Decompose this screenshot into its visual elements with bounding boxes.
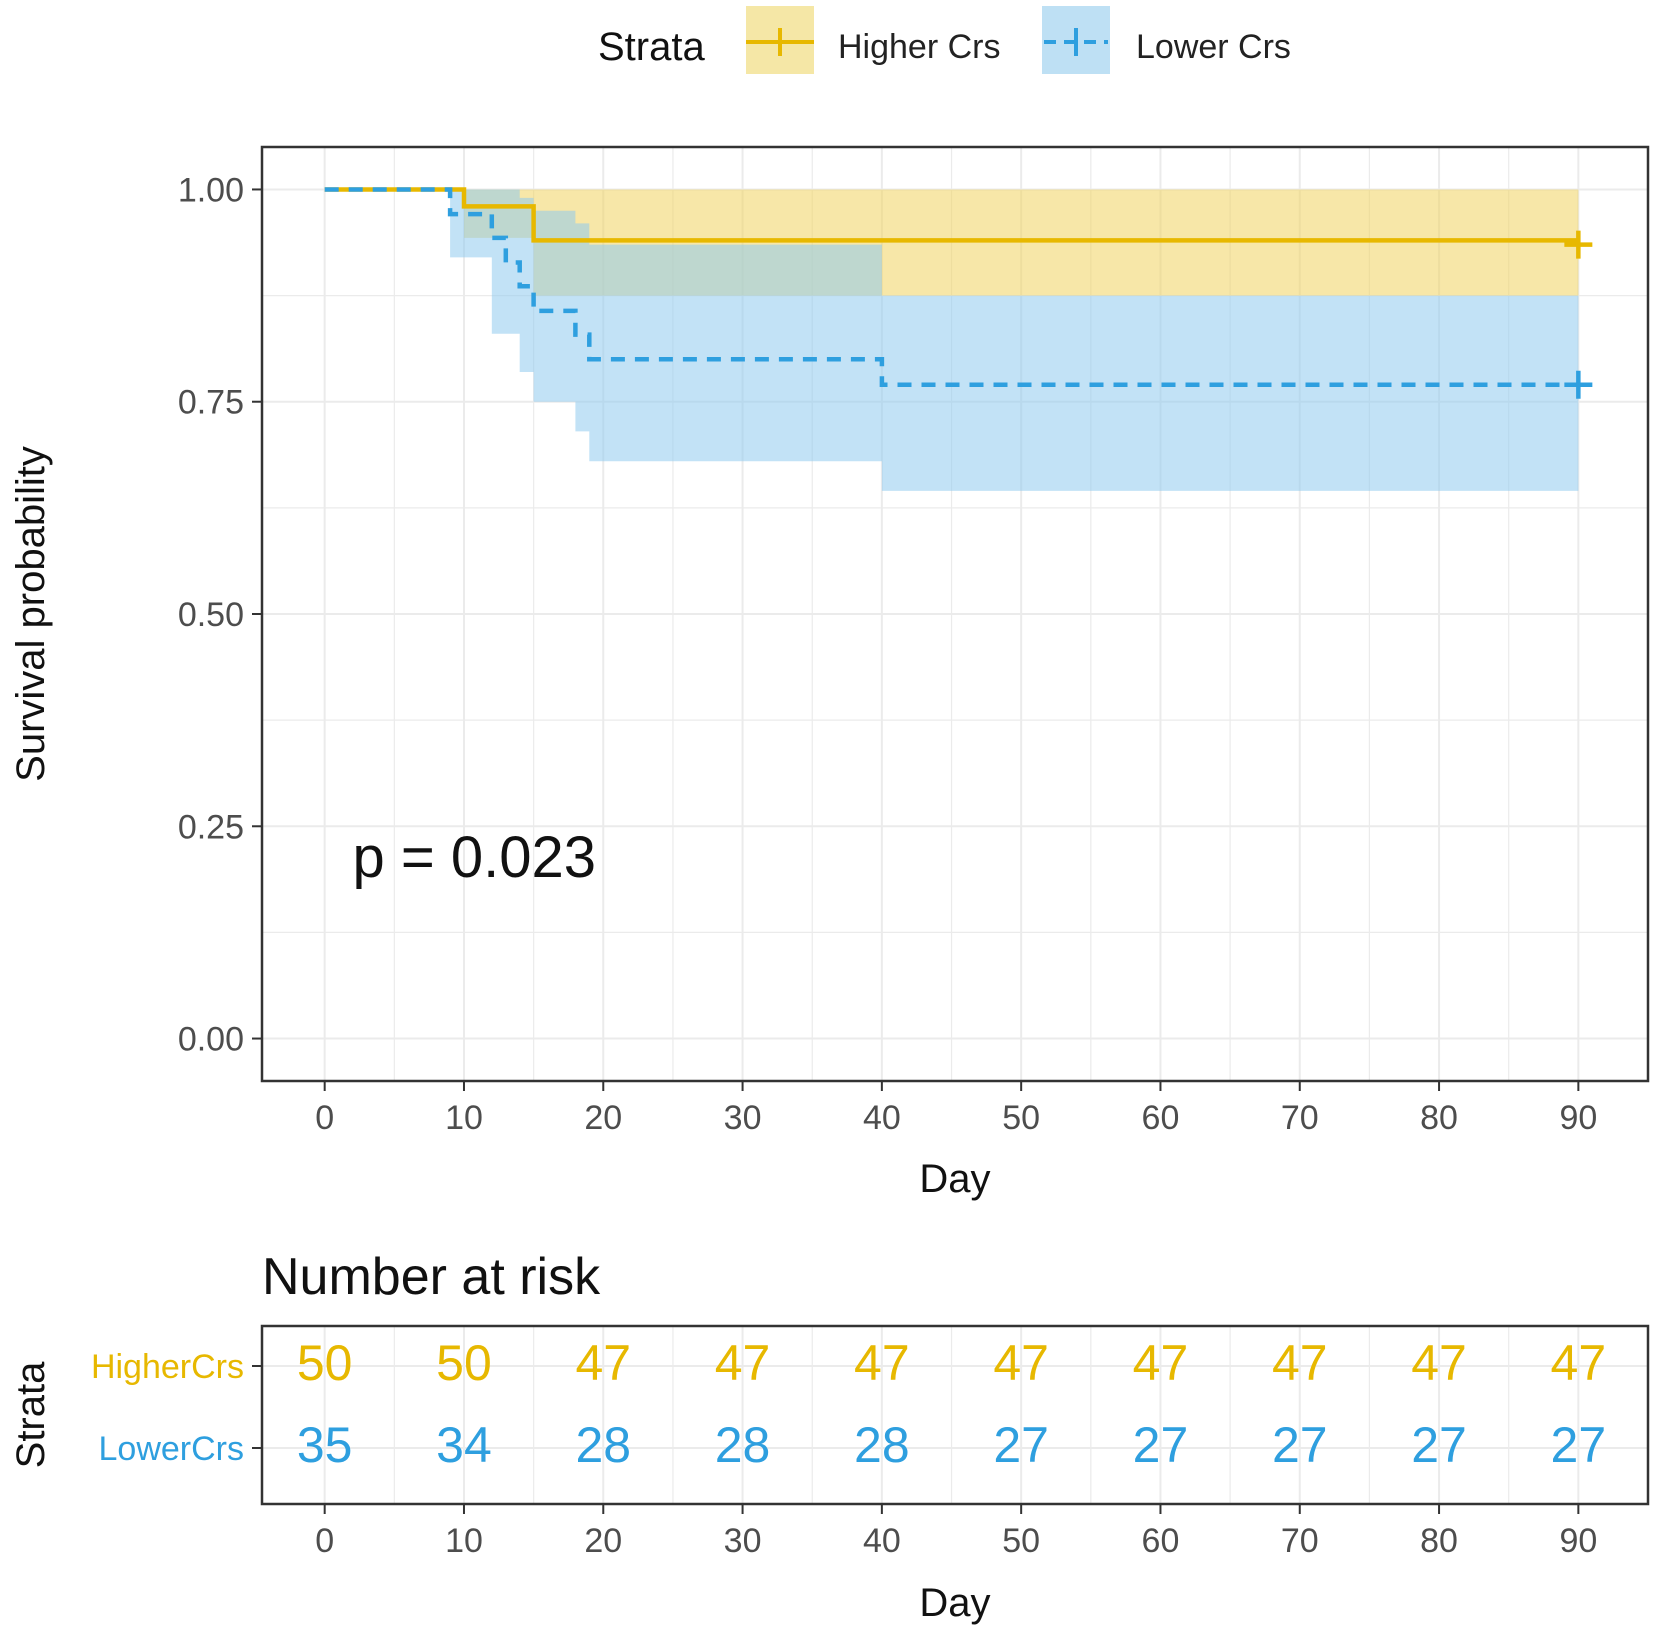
risk-table-gridlines (262, 1326, 1648, 1504)
x-tick-label: 70 (1281, 1099, 1319, 1137)
y-tick-label: 0.25 (178, 808, 244, 846)
x-tick-label: 80 (1420, 1099, 1458, 1137)
x-tick-label: 90 (1559, 1099, 1597, 1137)
x-axis-ticks: 0 10 20 30 40 50 60 70 80 90 (315, 1081, 1597, 1137)
risk-value: 50 (436, 1335, 492, 1391)
risk-value: 28 (575, 1417, 631, 1473)
x-tick-label: 50 (1002, 1099, 1040, 1137)
ci-band-lower (324, 189, 1579, 491)
risk-table-background (262, 1326, 1648, 1504)
risk-value: 47 (1272, 1335, 1328, 1391)
risk-x-tick-label: 40 (863, 1522, 901, 1560)
legend-title: Strata (598, 25, 705, 69)
risk-value: 35 (297, 1417, 353, 1473)
risk-row-label: LowerCrs (99, 1430, 244, 1468)
x-tick-label: 60 (1142, 1099, 1180, 1137)
survival-line-lower (324, 187, 1579, 387)
risk-value: 27 (993, 1417, 1049, 1473)
risk-x-tick-label: 90 (1559, 1522, 1597, 1560)
risk-value: 27 (1411, 1417, 1467, 1473)
risk-table: Number at risk 50 50 47 47 47 47 47 47 47 47 35 34 2… (9, 1248, 1650, 1625)
risk-value: 27 (1133, 1417, 1189, 1473)
risk-table-y-label: Strata (9, 1361, 53, 1468)
risk-x-tick-label: 80 (1420, 1522, 1458, 1560)
y-tick-label: 0.75 (178, 384, 244, 422)
risk-x-tick-label: 10 (445, 1522, 483, 1560)
risk-value: 47 (993, 1335, 1049, 1391)
y-axis-label: Survival probability (9, 446, 53, 782)
risk-value: 28 (854, 1417, 910, 1473)
y-axis-ticks: 0.00 0.25 0.50 0.75 1.00 (178, 171, 262, 1059)
risk-x-tick-label: 0 (315, 1522, 334, 1560)
risk-value: 47 (715, 1335, 771, 1391)
risk-value: 28 (715, 1417, 771, 1473)
survival-curves (324, 187, 1593, 399)
p-value-annotation: p = 0.023 (353, 825, 597, 890)
risk-x-tick-label: 70 (1281, 1522, 1319, 1560)
y-tick-label: 1.00 (178, 171, 244, 209)
risk-x-tick-label: 30 (724, 1522, 762, 1560)
legend-label-higher: Higher Crs (838, 28, 1000, 66)
risk-table-row-labels: HigherCrs LowerCrs (91, 1348, 262, 1468)
survival-panel: p = 0.023 0.00 0.25 0.50 0.75 1.00 0 10 20 30 40… (9, 145, 1650, 1201)
risk-value: 27 (1551, 1417, 1607, 1473)
risk-table-title: Number at risk (262, 1248, 601, 1306)
x-tick-label: 20 (584, 1099, 622, 1137)
legend: Strata Higher Crs Lower Crs (598, 6, 1291, 74)
risk-value: 34 (436, 1417, 492, 1473)
risk-value: 47 (575, 1335, 631, 1391)
risk-value: 27 (1272, 1417, 1328, 1473)
risk-value: 47 (854, 1335, 910, 1391)
risk-x-tick-label: 60 (1142, 1522, 1180, 1560)
risk-table-border (260, 1324, 1650, 1506)
x-tick-label: 10 (445, 1099, 483, 1137)
risk-x-tick-label: 20 (584, 1522, 622, 1560)
legend-label-lower: Lower Crs (1136, 28, 1291, 66)
y-tick-label: 0.00 (178, 1021, 244, 1059)
risk-x-tick-label: 50 (1002, 1522, 1040, 1560)
risk-table-values: 50 50 47 47 47 47 47 47 47 47 35 34 28 28 28 27 27 27 27 27 (297, 1335, 1606, 1473)
x-tick-label: 40 (863, 1099, 901, 1137)
risk-value: 50 (297, 1335, 353, 1391)
y-tick-label: 0.50 (178, 596, 244, 634)
risk-table-x-ticks: 0 10 20 30 40 50 60 70 80 90 (315, 1504, 1597, 1560)
censor-mark (1564, 370, 1593, 399)
x-axis-label: Day (919, 1157, 990, 1201)
survival-line-higher (324, 187, 1579, 243)
risk-row-label: HigherCrs (91, 1348, 244, 1386)
censor-mark (1564, 230, 1593, 259)
risk-value: 47 (1551, 1335, 1607, 1391)
x-tick-label: 30 (724, 1099, 762, 1137)
x-tick-label: 0 (315, 1099, 334, 1137)
risk-value: 47 (1133, 1335, 1189, 1391)
risk-value: 47 (1411, 1335, 1467, 1391)
risk-table-x-label: Day (919, 1581, 990, 1625)
